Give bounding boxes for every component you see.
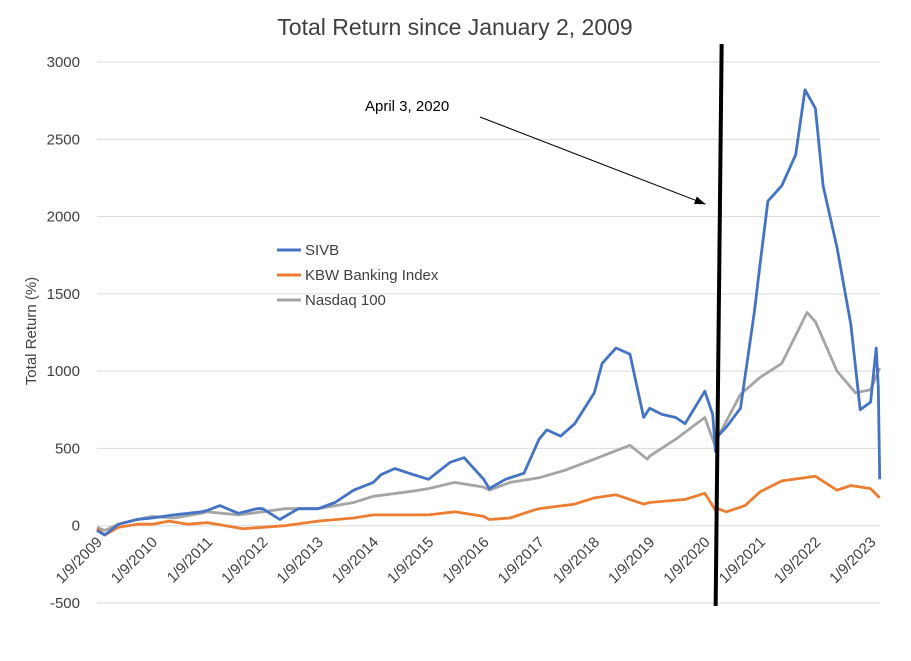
- legend: SIVB KBW Banking Index Nasdaq 100: [277, 242, 439, 309]
- y-axis-label: Total Return (%): [23, 277, 40, 385]
- annotation: April 3, 2020: [365, 43, 724, 607]
- y-tick-label: 1000: [47, 363, 80, 380]
- legend-label-2: Nasdaq 100: [305, 292, 386, 309]
- y-tick-label: 500: [55, 440, 80, 457]
- series-line-0: [96, 88, 882, 537]
- legend-label-1: KBW Banking Index: [305, 267, 439, 284]
- series-line-2: [96, 311, 881, 532]
- y-tick-label: 2500: [47, 131, 80, 148]
- y-tick-label: -500: [50, 595, 80, 612]
- annotation-arrow: [479, 116, 706, 205]
- series-line-1: [96, 474, 881, 537]
- y-tick-label: 1500: [47, 286, 80, 303]
- y-tick-label: 2000: [47, 209, 80, 226]
- annotation-vertical-line: [713, 43, 724, 607]
- series-lines: [96, 88, 882, 537]
- y-tick-label: 3000: [47, 54, 80, 71]
- chart-title: Total Return since January 2, 2009: [277, 14, 632, 40]
- legend-label-0: SIVB: [305, 242, 339, 259]
- y-axis-tick-labels: -500 0 500 1000 1500 2000 2500 3000: [47, 54, 80, 612]
- y-tick-label: 0: [72, 518, 80, 535]
- annotation-arrowhead: [693, 196, 706, 205]
- annotation-label: April 3, 2020: [365, 98, 449, 115]
